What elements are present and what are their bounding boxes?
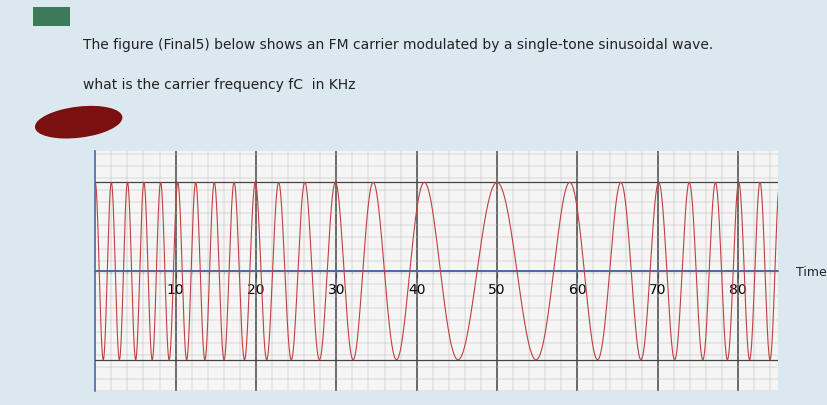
Ellipse shape: [35, 107, 122, 139]
Text: Time (μs): Time (μs): [795, 265, 827, 278]
Text: The figure (Final5) below shows an FM carrier modulated by a single-tone sinusoi: The figure (Final5) below shows an FM ca…: [83, 38, 712, 51]
Bar: [33, 7, 70, 27]
Text: what is the carrier frequency fC  in KHz: what is the carrier frequency fC in KHz: [83, 78, 355, 92]
